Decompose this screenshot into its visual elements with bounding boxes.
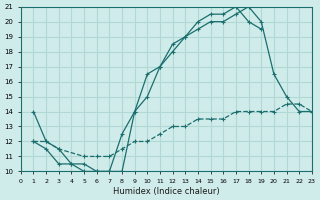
- X-axis label: Humidex (Indice chaleur): Humidex (Indice chaleur): [113, 187, 220, 196]
